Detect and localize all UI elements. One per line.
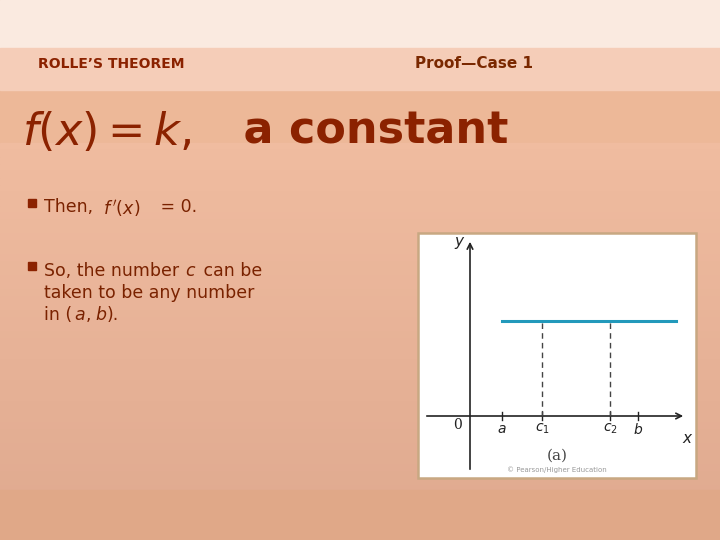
Bar xyxy=(0,458,720,465)
Text: ,: , xyxy=(86,306,91,324)
Bar xyxy=(0,416,720,423)
Bar xyxy=(0,171,720,178)
Text: $c$: $c$ xyxy=(185,262,197,280)
Bar xyxy=(0,143,720,150)
Bar xyxy=(0,395,720,402)
Bar xyxy=(0,262,720,269)
Bar xyxy=(0,486,720,493)
Bar xyxy=(0,0,720,50)
Bar xyxy=(0,490,720,540)
Bar xyxy=(0,507,720,514)
Bar xyxy=(0,381,720,388)
Bar xyxy=(0,164,720,171)
Text: ).: ). xyxy=(107,306,120,324)
Text: taken to be any number: taken to be any number xyxy=(44,284,254,302)
Bar xyxy=(0,199,720,206)
Bar xyxy=(28,262,36,270)
Text: $c_2$: $c_2$ xyxy=(603,422,618,436)
Bar xyxy=(0,437,720,444)
Bar xyxy=(0,367,720,374)
Text: $c_1$: $c_1$ xyxy=(534,422,549,436)
Bar xyxy=(0,528,720,535)
Bar xyxy=(0,290,720,297)
Text: Then,: Then, xyxy=(44,198,99,216)
Text: can be: can be xyxy=(198,262,262,280)
Bar xyxy=(0,353,720,360)
Bar xyxy=(418,233,696,478)
Bar xyxy=(0,423,720,430)
Bar xyxy=(0,48,720,90)
Bar xyxy=(0,318,720,325)
Bar xyxy=(0,311,720,318)
Bar xyxy=(0,178,720,185)
Bar xyxy=(0,409,720,416)
Bar xyxy=(0,444,720,451)
Bar xyxy=(0,339,720,346)
Bar xyxy=(0,192,720,199)
Bar xyxy=(0,150,720,157)
Bar xyxy=(0,220,720,227)
Bar xyxy=(0,521,720,528)
Text: 0: 0 xyxy=(453,418,462,432)
Text: $a$: $a$ xyxy=(498,422,507,436)
Bar xyxy=(0,479,720,486)
Bar xyxy=(0,213,720,220)
Bar xyxy=(0,255,720,262)
Bar xyxy=(0,493,720,500)
Text: $x$: $x$ xyxy=(683,432,694,446)
Bar xyxy=(0,185,720,192)
Text: $f(x) = k,$: $f(x) = k,$ xyxy=(22,110,191,154)
Bar xyxy=(0,402,720,409)
Bar xyxy=(0,276,720,283)
Bar xyxy=(0,451,720,458)
Bar xyxy=(0,227,720,234)
Bar xyxy=(0,248,720,255)
Bar xyxy=(0,157,720,164)
Text: $f\,'(x)$: $f\,'(x)$ xyxy=(103,198,140,219)
Bar xyxy=(0,234,720,241)
Bar xyxy=(0,360,720,367)
Text: © Pearson/Higher Education: © Pearson/Higher Education xyxy=(507,467,607,474)
Text: a constant: a constant xyxy=(228,110,508,153)
Text: Proof—Case 1: Proof—Case 1 xyxy=(415,57,533,71)
Bar xyxy=(0,283,720,290)
Bar xyxy=(0,241,720,248)
Bar xyxy=(0,325,720,332)
Text: (a): (a) xyxy=(546,449,567,463)
Bar xyxy=(0,332,720,339)
Bar xyxy=(0,297,720,304)
Bar xyxy=(28,199,36,207)
Text: in (: in ( xyxy=(44,306,72,324)
Bar xyxy=(0,500,720,507)
Bar xyxy=(0,374,720,381)
Bar xyxy=(0,472,720,479)
Text: $b$: $b$ xyxy=(95,306,107,324)
Bar xyxy=(0,430,720,437)
Text: $y$: $y$ xyxy=(454,235,466,251)
Text: So, the number: So, the number xyxy=(44,262,184,280)
Text: $a$: $a$ xyxy=(74,306,86,324)
Text: = 0.: = 0. xyxy=(155,198,197,216)
Bar xyxy=(0,514,720,521)
Bar xyxy=(0,206,720,213)
Bar xyxy=(0,465,720,472)
Bar xyxy=(0,535,720,540)
Text: ROLLE’S THEOREM: ROLLE’S THEOREM xyxy=(38,57,184,71)
Text: $b$: $b$ xyxy=(633,422,643,437)
Bar xyxy=(0,304,720,311)
Bar xyxy=(0,388,720,395)
Bar xyxy=(0,346,720,353)
Bar xyxy=(0,269,720,276)
